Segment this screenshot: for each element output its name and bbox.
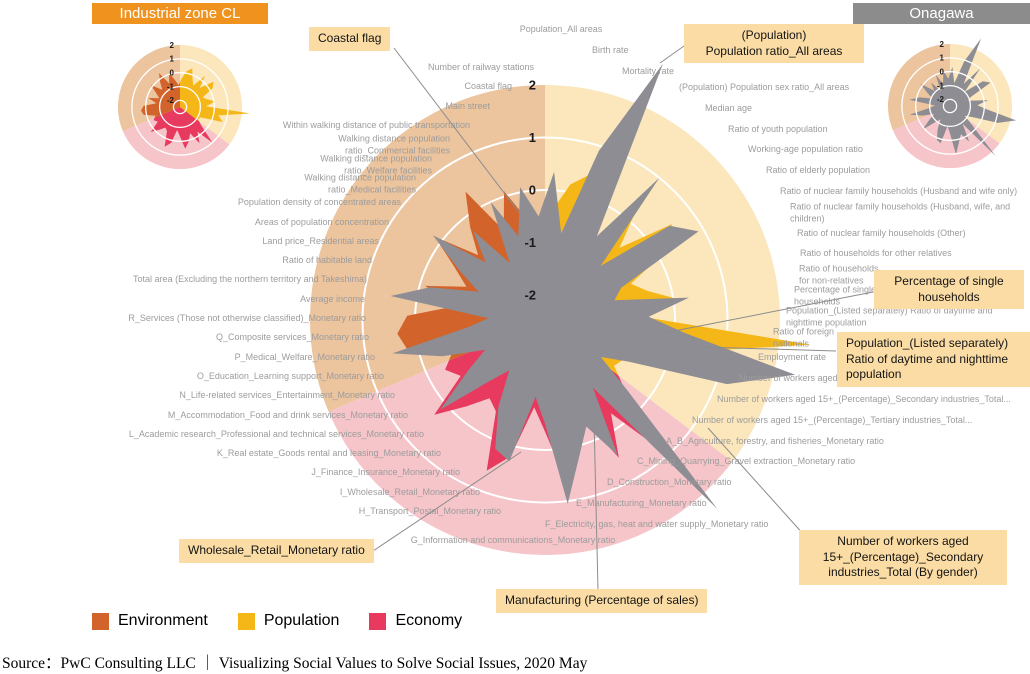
- axis-label-12: Ratio of households for other relatives: [800, 248, 952, 259]
- callout-population-ratio-all-areas: (Population) Population ratio_All areas: [684, 24, 864, 64]
- axis-label-46: Walking distance population ratio_Commer…: [338, 133, 450, 155]
- scale-tick: 2: [170, 41, 175, 50]
- scale-tick: 0: [170, 69, 175, 78]
- callout-coastal-flag: Coastal flag: [309, 27, 391, 51]
- axis-label-21: A_B_Agriculture, forestry, and fisheries…: [666, 436, 884, 447]
- axis-label-48: Main street: [445, 101, 490, 112]
- axis-label-24: E_Manufacturing_Monetary ratio: [576, 498, 707, 509]
- axis-label-27: H_Transport_Postal_Monetary ratio: [358, 506, 501, 517]
- legend-label-environment: Environment: [118, 612, 208, 629]
- legend-item-economy: Economy: [369, 612, 462, 630]
- environment-color-swatch: [92, 612, 109, 630]
- axis-label-0: Population_All areas: [519, 24, 603, 35]
- scale-tick: 1: [170, 55, 175, 64]
- legend: Environment Population Economy: [92, 612, 462, 630]
- axis-label-29: J_Finance_Insurance_Monetary ratio: [311, 467, 460, 478]
- axis-label-42: Areas of population concentration: [254, 217, 389, 228]
- grid-ring: [131, 58, 229, 156]
- scale-tick: -2: [937, 95, 945, 104]
- legend-item-population: Population: [237, 612, 340, 630]
- axis-label-1: Birth rate: [592, 45, 629, 56]
- axis-label-35: P_Medical_Welfare_Monetary ratio: [234, 352, 375, 363]
- scale-tick: -1: [167, 82, 175, 91]
- axis-label-40: Ratio of habitable land: [282, 255, 372, 266]
- scale-tick: 2: [529, 78, 536, 93]
- economy-color-swatch: [369, 612, 387, 630]
- axis-label-47: Within walking distance of public transp…: [282, 120, 470, 131]
- axis-label-38: Average income: [300, 294, 365, 305]
- callout-single-households: Percentage of single households: [874, 270, 1024, 310]
- grid-ring: [158, 85, 202, 129]
- axis-label-25: F_Electricity, gas, heat and water suppl…: [545, 519, 769, 530]
- axis-label-9: Ratio of nuclear family households (Husb…: [780, 186, 1018, 197]
- axis-label-2: Mortality rate: [622, 66, 675, 77]
- grid-ring: [901, 57, 999, 155]
- right-chart-title: Onagawa: [853, 3, 1030, 24]
- scale-tick: -1: [524, 235, 536, 250]
- grid-ring: [172, 99, 188, 115]
- axis-label-5: Median age: [705, 103, 753, 114]
- axis-label-43: Population density of concentrated areas: [237, 197, 401, 208]
- axis-label-37: R_Services (Those not otherwise classifi…: [128, 313, 366, 324]
- grid-ring: [928, 84, 972, 128]
- axis-label-22: C_Mining_Quarrying_Gravel extraction_Mon…: [637, 456, 856, 467]
- population-color-swatch: [237, 612, 255, 630]
- grid-ring: [145, 72, 215, 142]
- scale-tick: -2: [167, 96, 175, 105]
- axis-label-8: Ratio of elderly population: [766, 165, 871, 176]
- axis-label-16: Ratio of foreign nationals: [773, 326, 835, 348]
- axis-label-17: Employment rate: [758, 352, 827, 363]
- axis-label-41: Land price_Residential areas: [262, 236, 379, 247]
- source-citation: Source：PwC Consulting LLC ｜ Visualizing …: [2, 655, 588, 672]
- callout-wholesale-retail: Wholesale_Retail_Monetary ratio: [179, 539, 374, 563]
- scale-tick: 2: [940, 40, 945, 49]
- axis-label-13: Ratio of households for non-relatives: [799, 263, 879, 285]
- axis-label-49: Coastal flag: [464, 81, 512, 92]
- grid-ring: [915, 71, 985, 141]
- axis-label-11: Ratio of nuclear family households (Othe…: [797, 228, 966, 239]
- axis-label-20: Number of workers aged 15+_(Percentage)_…: [692, 415, 973, 426]
- axis-label-19: Number of workers aged 15+_(Percentage)_…: [717, 394, 1011, 405]
- axis-label-45: Walking distance population ratio_Welfar…: [320, 153, 432, 175]
- grid-ring: [942, 98, 958, 114]
- callout-secondary-industries-by-gender: Number of workers aged 15+_(Percentage)_…: [799, 530, 1007, 585]
- series-onagawa: [390, 63, 796, 510]
- scale-tick: 0: [529, 183, 536, 198]
- legend-label-economy: Economy: [395, 612, 463, 629]
- legend-item-environment: Environment: [92, 612, 208, 630]
- axis-label-30: K_Real estate_Goods rental and leasing_M…: [216, 448, 441, 459]
- scale-tick: -2: [524, 288, 536, 303]
- axis-label-23: D_Construction_Monetary ratio: [607, 477, 732, 488]
- callout-manufacturing-sales: Manufacturing (Percentage of sales): [496, 589, 708, 613]
- axis-label-14: Percentage of single households: [794, 284, 877, 306]
- axis-label-26: G_Information and communications_Monetar…: [410, 535, 616, 546]
- axis-label-28: I_Wholesale_Retail_Monetary ratio: [339, 487, 480, 498]
- left-chart-title: Industrial zone CL: [92, 3, 268, 24]
- axis-label-50: Number of railway stations: [427, 62, 534, 73]
- axis-label-32: M_Accommodation_Food and drink services_…: [167, 410, 408, 421]
- scale-tick: 1: [529, 130, 536, 145]
- scale-tick: 1: [940, 54, 945, 63]
- axis-label-6: Ratio of youth population: [728, 124, 828, 135]
- axis-label-10: Ratio of nuclear family households (Husb…: [790, 201, 1011, 223]
- axis-label-39: Total area (Excluding the northern terri…: [133, 274, 367, 285]
- axis-label-4: (Population) Population sex ratio_All ar…: [679, 82, 850, 93]
- series-industrial-zone-cl-population: [180, 68, 250, 149]
- series-onagawa: [909, 38, 1016, 156]
- callout-daytime-nighttime-population: Population_(Listed separately) Ratio of …: [837, 332, 1030, 387]
- axis-label-31: L_Academic research_Professional and tec…: [128, 429, 424, 440]
- axis-label-7: Working-age population ratio: [748, 144, 863, 155]
- axis-label-33: N_Life-related services_Entertainment_Mo…: [179, 390, 395, 401]
- axis-label-34: O_Education_Learning support_Monetary ra…: [196, 371, 384, 382]
- axis-label-36: Q_Composite services_Monetary ratio: [215, 332, 369, 343]
- scale-tick: -1: [937, 81, 945, 90]
- scale-tick: 0: [940, 68, 945, 77]
- legend-label-population: Population: [263, 612, 340, 629]
